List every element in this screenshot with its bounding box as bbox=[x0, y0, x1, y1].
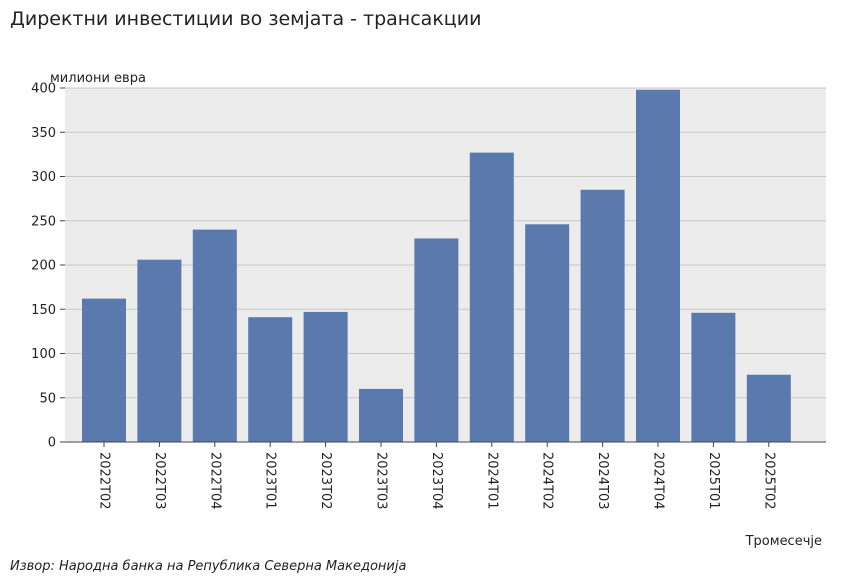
y-tick-label: 150 bbox=[31, 303, 56, 318]
bar bbox=[192, 229, 237, 442]
y-tick-label: 300 bbox=[31, 170, 56, 185]
x-axis-label: Тромесечје bbox=[745, 534, 822, 549]
bar bbox=[469, 152, 514, 443]
x-tick-label: 2024Т02 bbox=[540, 452, 555, 510]
x-tick-label: 2025Т01 bbox=[706, 452, 721, 510]
bar bbox=[580, 189, 625, 442]
bar bbox=[525, 224, 570, 442]
bars bbox=[82, 89, 791, 443]
bar bbox=[746, 374, 791, 442]
chart-title: Директни инвестиции во земјата - трансак… bbox=[10, 8, 482, 30]
x-tick-label: 2023Т02 bbox=[318, 452, 333, 510]
x-tick-label: 2023Т03 bbox=[374, 452, 389, 510]
bar bbox=[137, 259, 182, 442]
bar bbox=[248, 317, 293, 442]
y-tick-label: 350 bbox=[31, 126, 56, 141]
y-axis-label: милиони евра bbox=[50, 71, 146, 86]
bar bbox=[303, 311, 348, 442]
y-axis-ticks: 0 50 100 150 200 250 300 350 400 bbox=[31, 82, 65, 451]
y-tick-label: 50 bbox=[39, 391, 56, 406]
bar bbox=[636, 89, 680, 443]
x-tick-label: 2024Т04 bbox=[651, 452, 666, 510]
x-tick-label: 2025Т02 bbox=[761, 452, 776, 510]
y-tick-label: 100 bbox=[31, 347, 56, 362]
x-tick-label: 2022Т04 bbox=[207, 452, 222, 510]
bar bbox=[691, 312, 736, 442]
bar bbox=[414, 238, 459, 442]
y-tick-label: 250 bbox=[31, 214, 56, 229]
x-tick-label: 2024Т03 bbox=[595, 452, 610, 510]
source-note: Извор: Народна банка на Република Северн… bbox=[10, 559, 407, 574]
y-tick-label: 200 bbox=[31, 259, 56, 274]
x-tick-label: 2022Т03 bbox=[152, 452, 167, 510]
x-tick-label: 2023Т04 bbox=[429, 452, 444, 510]
x-tick-label: 2022Т02 bbox=[97, 452, 112, 510]
bar bbox=[82, 298, 126, 442]
x-axis-ticks: 2022Т02 2022Т03 2022Т04 2023Т01 2023Т02 2023Т… bbox=[97, 442, 776, 510]
y-tick-label: 400 bbox=[31, 82, 56, 97]
bar bbox=[359, 388, 403, 442]
x-tick-label: 2023Т01 bbox=[263, 452, 278, 510]
y-tick-label: 0 bbox=[48, 436, 56, 451]
x-tick-label: 2024Т01 bbox=[484, 452, 499, 510]
